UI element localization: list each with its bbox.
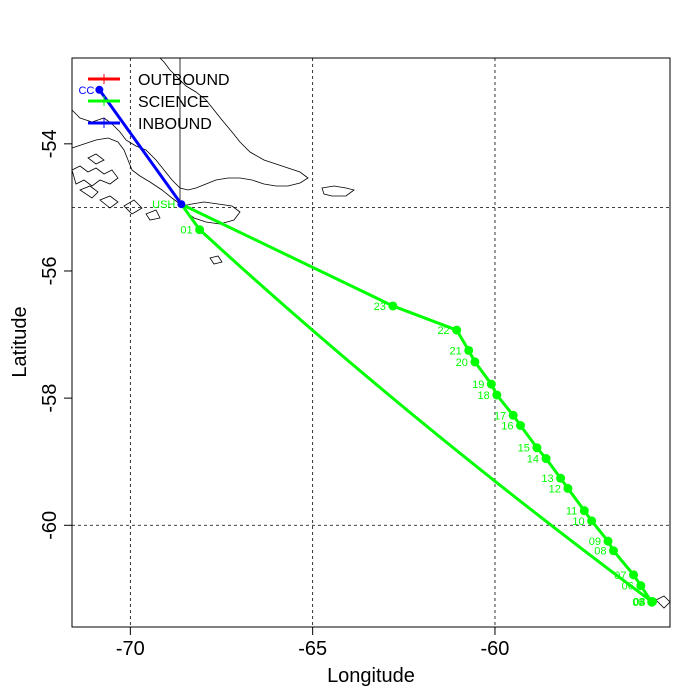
station-label: 10 xyxy=(572,516,584,528)
station-point xyxy=(579,506,589,516)
inbound-start-point xyxy=(95,85,104,94)
station-point xyxy=(486,379,496,389)
grid-lines xyxy=(72,58,670,627)
station-point xyxy=(608,546,618,556)
station-point xyxy=(556,473,566,483)
origin-label: USH xyxy=(152,199,175,211)
station-label: 18 xyxy=(478,390,490,402)
legend-label: INBOUND xyxy=(138,116,212,133)
station-label: 19 xyxy=(472,379,484,391)
station-label: 04 xyxy=(633,597,645,609)
station-label: 11 xyxy=(566,506,577,518)
y-axis: -54 -56 -58 -60 xyxy=(39,129,72,540)
x-axis: -70 -65 -60 xyxy=(116,627,510,660)
coastline-island-south xyxy=(181,201,241,225)
station-label: 13 xyxy=(541,473,553,485)
coastline xyxy=(71,57,671,609)
station-label: 14 xyxy=(527,454,539,466)
coastline-channel xyxy=(71,137,181,205)
station-point xyxy=(492,390,502,400)
station-label: 23 xyxy=(374,301,386,313)
x-tick-label: -60 xyxy=(481,638,510,660)
tracks: CC USH xyxy=(78,85,654,606)
station-label: 20 xyxy=(456,357,468,369)
station-label: 15 xyxy=(518,443,530,455)
inbound-track xyxy=(98,88,183,206)
station-point xyxy=(636,581,646,591)
station-point xyxy=(516,420,525,430)
coastline-islets xyxy=(79,185,671,609)
station-point xyxy=(647,597,657,607)
science-return-track xyxy=(180,203,653,603)
inbound-end-point xyxy=(177,200,186,209)
coastline-western-fjords xyxy=(71,153,119,187)
station-label: 02 xyxy=(633,597,645,609)
station-point xyxy=(629,570,639,580)
station-point xyxy=(195,225,205,235)
station-label: 06 xyxy=(622,581,634,593)
station-point xyxy=(470,357,480,367)
station-label: 05 xyxy=(633,597,645,609)
station-point xyxy=(563,483,573,493)
plot-frame xyxy=(71,57,671,628)
station-point xyxy=(508,410,518,420)
station-label: 12 xyxy=(549,483,561,495)
x-tick-label: -65 xyxy=(298,638,327,660)
station-label: 07 xyxy=(614,570,626,582)
station-point xyxy=(541,454,551,464)
station-point xyxy=(603,536,613,546)
outbound-label: CC xyxy=(78,85,94,97)
y-tick-label: -54 xyxy=(39,129,61,158)
coastline-mainland xyxy=(71,57,309,191)
station-label: 01 xyxy=(180,225,192,237)
station-point xyxy=(464,345,474,355)
station-point xyxy=(388,301,398,311)
station-label: 22 xyxy=(437,325,449,337)
station-point xyxy=(452,325,462,335)
station-point xyxy=(532,443,542,453)
science-track xyxy=(180,202,654,606)
y-tick-label: -58 xyxy=(39,384,61,413)
station-label: 08 xyxy=(594,546,606,558)
station-label: 21 xyxy=(449,345,461,357)
legend-label: OUTBOUND xyxy=(138,72,230,89)
station-label: 17 xyxy=(494,410,506,422)
legend: OUTBOUND SCIENCE INBOUND xyxy=(88,72,230,133)
station-label: 16 xyxy=(501,420,513,432)
y-axis-title: Latitude xyxy=(9,306,31,377)
y-tick-label: -60 xyxy=(39,511,61,540)
station-label: 09 xyxy=(589,536,601,548)
y-tick-label: -56 xyxy=(39,257,61,286)
station-label: 03 xyxy=(633,597,645,609)
x-axis-title: Longitude xyxy=(327,665,415,687)
x-tick-label: -70 xyxy=(116,638,145,660)
legend-label: SCIENCE xyxy=(138,94,209,111)
station-point xyxy=(587,516,597,526)
